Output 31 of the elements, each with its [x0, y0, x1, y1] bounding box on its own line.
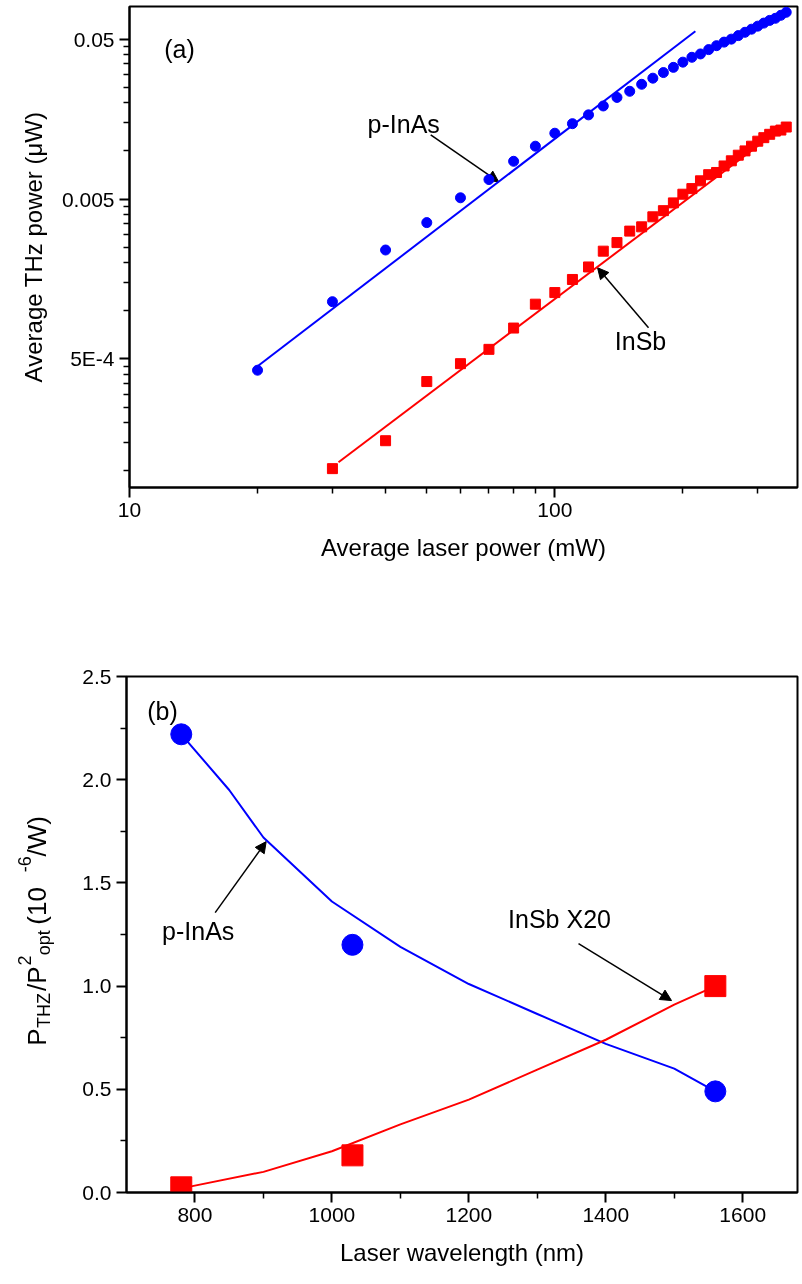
annotation: InSb — [614, 326, 667, 355]
x-axis-title: Laser wavelength (nm) — [339, 1238, 585, 1266]
annotation: InSb X20 — [508, 904, 611, 933]
annotation: (b) — [147, 696, 178, 725]
x-tick-label: 1400 — [582, 1202, 630, 1226]
point — [341, 1144, 364, 1167]
x-tick-label: 1000 — [308, 1202, 356, 1226]
annotation: p-InAs — [162, 916, 235, 945]
y-axis-title: Average THz power (μW) — [19, 112, 47, 383]
point — [341, 933, 364, 956]
y-tick-label: 0.05 — [73, 27, 115, 51]
annotation: p-InAs — [367, 109, 440, 138]
point — [704, 975, 727, 998]
x-tick-label: 1600 — [719, 1202, 767, 1226]
y-tick-label: 5E-4 — [70, 347, 115, 371]
annotation: (a) — [164, 34, 195, 63]
point — [170, 723, 193, 746]
y-tick-label: 2.5 — [82, 664, 112, 688]
x-tick-label: 100 — [537, 497, 573, 521]
y-axis-title: PTHZ/P2opt (10-6/W) — [15, 816, 55, 1046]
x-tick-label: 10 — [117, 497, 142, 521]
y-tick-label: 0.0 — [82, 1180, 112, 1204]
x-axis-title: Average laser power (mW) — [321, 533, 606, 561]
y-tick-label: 1.5 — [82, 870, 112, 894]
y-tick-label: 2.0 — [82, 767, 112, 791]
x-tick-label: 800 — [177, 1202, 213, 1226]
point — [704, 1080, 727, 1103]
y-tick-label: 1.0 — [82, 974, 112, 998]
y-tick-label: 0.005 — [61, 187, 115, 211]
x-tick-label: 1200 — [445, 1202, 493, 1226]
y-tick-label: 0.5 — [82, 1077, 112, 1101]
